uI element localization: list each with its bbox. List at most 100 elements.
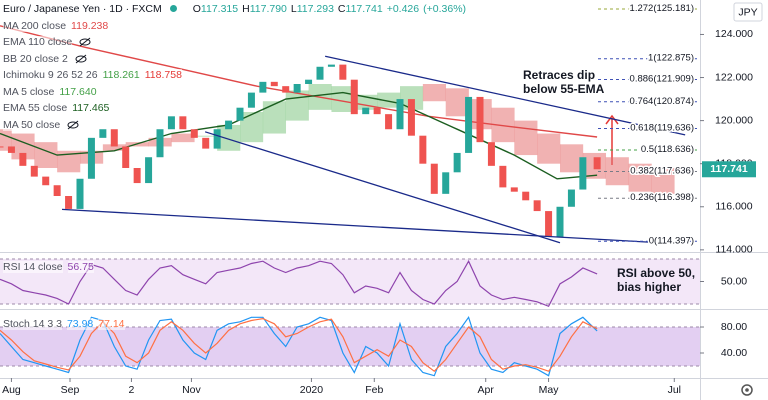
annotation: below 55-EMA: [523, 82, 605, 96]
fib-label: 0(114.397): [649, 235, 694, 246]
ohlc-value: 117.790: [249, 3, 287, 15]
candle: [362, 107, 370, 115]
legend-header: Euro / Japanese Yen · 1D · FXCM O117.315 H…: [3, 1, 466, 18]
legend-name: BB 20 close 2: [3, 52, 68, 65]
fib-label: 1(122.875): [648, 53, 694, 64]
legend-value: 56.75: [67, 261, 94, 273]
indicator-line: [0, 259, 598, 308]
arrow-head: [605, 114, 619, 125]
ohlc-key: L: [290, 3, 297, 15]
band-fill: [0, 258, 700, 305]
indicator-title: Stoch 14 3 3: [3, 318, 62, 330]
cloud-segment: [34, 142, 58, 168]
fib-label: 0.236(116.398): [630, 192, 694, 203]
fib-label: 0.886(121.909): [630, 74, 694, 85]
gear[interactable]: [741, 384, 753, 396]
cloud-segment: [262, 101, 287, 134]
candle: [7, 146, 15, 153]
fib-label: 0.5(118.636): [641, 144, 694, 155]
legend-row: MA 5 close 117.640: [3, 84, 466, 101]
cloud-segment: [560, 144, 584, 173]
ohlc-value: 117.315: [200, 3, 239, 15]
candle: [593, 157, 601, 170]
candle: [442, 172, 450, 194]
candle: [476, 96, 484, 143]
y-tick-label: 50.00: [721, 275, 747, 287]
y-tick-label: 122.000: [715, 71, 753, 83]
y-tick-label: 40.00: [721, 347, 747, 359]
last-price-label: 117.741: [710, 163, 748, 175]
candle: [327, 64, 335, 67]
candle: [556, 206, 564, 237]
annotation: RSI above 50,: [617, 266, 695, 280]
hidden-icon[interactable]: [78, 37, 92, 47]
cloud-segment: [422, 84, 447, 102]
settings-icon[interactable]: [741, 384, 753, 396]
last-price-tag: [702, 161, 756, 178]
ohlc-key: O: [192, 3, 201, 15]
y-tick-label: 114.000: [715, 244, 752, 256]
candle: [259, 81, 267, 93]
candle: [430, 163, 438, 194]
legend-row: EMA 55 close 117.465: [3, 100, 466, 117]
candle: [202, 137, 210, 149]
hidden-icon[interactable]: [74, 54, 88, 64]
y-tick-label: 124.000: [715, 28, 753, 40]
cloud-segment: [194, 135, 218, 137]
cloud-segment: [514, 120, 538, 156]
hidden-icon[interactable]: [66, 120, 80, 130]
indicator-line: [0, 91, 598, 180]
currency-label: JPY: [738, 6, 757, 18]
eye-slash: [67, 120, 79, 130]
symbol-title: Euro / Japanese Yen · 1D · FXCM: [3, 3, 162, 15]
trendline: [61, 208, 661, 244]
cloud-segment: [57, 150, 81, 173]
eye-slash: [79, 37, 91, 47]
candle: [465, 96, 473, 153]
candle: [407, 99, 415, 136]
candle: [373, 107, 381, 115]
candle: [499, 165, 507, 188]
candle: [30, 165, 38, 177]
candle: [305, 79, 313, 84]
candle: [533, 200, 541, 212]
gear-center[interactable]: [745, 388, 749, 392]
candle: [545, 211, 553, 237]
breakout-arrow: [605, 114, 619, 165]
candle: [53, 185, 61, 196]
ohlc-value: 117.293: [296, 3, 334, 15]
y-tick-label: 80.00: [721, 321, 747, 333]
legend-name: MA 50 close: [3, 118, 61, 131]
change-pct: (+0.36%): [423, 3, 467, 15]
cloud-segment: [445, 88, 469, 117]
y-tick-label: 120.000: [715, 114, 753, 126]
candle: [247, 92, 255, 108]
legend-name: EMA 55 close: [3, 102, 68, 114]
legend-name: MA 200 close: [3, 19, 67, 32]
ohlc-value: 117.741: [345, 3, 383, 15]
candle: [190, 129, 198, 138]
x-tick-label: Feb: [365, 384, 383, 396]
ohlc-key: C: [337, 3, 346, 15]
candle: [453, 152, 461, 173]
currency-box: [733, 2, 763, 22]
cloud-segment: [217, 124, 241, 151]
x-tick-label: 2: [129, 384, 135, 396]
candle: [0, 146, 4, 148]
fib-label: 0.764(120.874): [630, 96, 694, 107]
candle: [167, 116, 175, 130]
candle: [179, 116, 187, 130]
legend-value: 77.14: [98, 318, 125, 330]
cloud-segment: [491, 107, 515, 143]
legend-value: 73.98: [66, 318, 94, 330]
candle: [145, 157, 153, 184]
ohlc-key: H: [242, 3, 250, 15]
band-fill: [0, 327, 700, 366]
candle: [156, 129, 164, 158]
candle: [419, 135, 427, 164]
change: +0.426: [386, 3, 420, 15]
cloud-segment: [628, 163, 652, 192]
status-dot: [169, 5, 177, 12]
legend-name: EMA 110 close: [3, 36, 73, 48]
